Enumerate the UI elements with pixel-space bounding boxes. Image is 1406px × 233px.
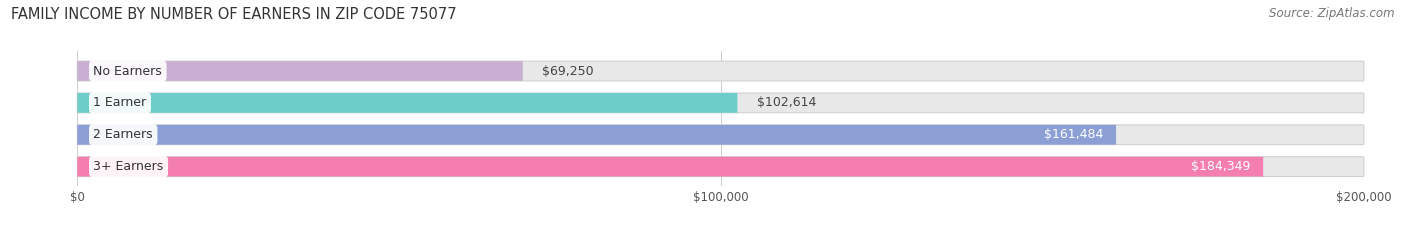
Text: 3+ Earners: 3+ Earners bbox=[93, 160, 163, 173]
FancyBboxPatch shape bbox=[77, 93, 737, 113]
Text: 1 Earner: 1 Earner bbox=[93, 96, 146, 110]
FancyBboxPatch shape bbox=[77, 93, 1364, 113]
FancyBboxPatch shape bbox=[77, 61, 1364, 81]
FancyBboxPatch shape bbox=[77, 125, 1364, 145]
Text: Source: ZipAtlas.com: Source: ZipAtlas.com bbox=[1270, 7, 1395, 20]
Text: $102,614: $102,614 bbox=[756, 96, 815, 110]
FancyBboxPatch shape bbox=[77, 157, 1263, 177]
Text: $161,484: $161,484 bbox=[1043, 128, 1104, 141]
Text: $69,250: $69,250 bbox=[543, 65, 593, 78]
Text: 2 Earners: 2 Earners bbox=[93, 128, 153, 141]
FancyBboxPatch shape bbox=[77, 125, 1116, 145]
FancyBboxPatch shape bbox=[77, 61, 523, 81]
FancyBboxPatch shape bbox=[77, 157, 1364, 177]
Text: $184,349: $184,349 bbox=[1191, 160, 1250, 173]
Text: FAMILY INCOME BY NUMBER OF EARNERS IN ZIP CODE 75077: FAMILY INCOME BY NUMBER OF EARNERS IN ZI… bbox=[11, 7, 457, 22]
Text: No Earners: No Earners bbox=[93, 65, 162, 78]
